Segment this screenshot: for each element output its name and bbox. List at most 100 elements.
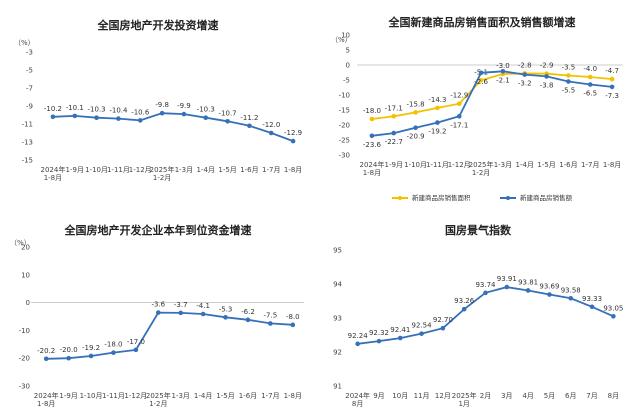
p2-series-0-line [371,72,613,120]
p4-series-0-point-4 [440,325,446,331]
p2-series-1-label-2: -20.9 [407,133,425,141]
p3-series-0-label-0: -20.2 [37,347,55,355]
p2-legend-marker-1 [506,196,510,200]
p4-series-0-label-1: 92.32 [369,329,389,337]
p4-series-0-label-8: 93.81 [518,278,538,286]
p2-series-1-label-8: -3.8 [540,81,554,89]
p4-y-tick-0: 95 [333,247,342,255]
p4-series-0-label-2: 92.41 [390,326,410,334]
p2-series-1-label-9: -5.5 [562,87,576,95]
p1-series-0-point-1 [72,113,78,119]
p3-x-tick-8: 1-5月 [216,392,234,400]
p2-x-tick-0: 2024年 1-8月 [360,160,385,177]
p3-series-0-label-5: -3.6 [151,301,165,309]
chart-sales: 全国新建商品房销售面积及销售额增速 （%） 10 5 0 -5 -10 -15 -20 -25 -3… [320,0,641,207]
p1-x-tick-5: 2025年 1-2月 [150,165,175,182]
p1-x-tick-11: 1-8月 [284,166,302,174]
p1-series-0-point-6 [181,111,187,117]
p4-series-0-point-0 [355,341,360,347]
p3-series-0-point-4 [133,347,139,353]
p2-x-tick-5: 2025年 1-2月 [469,160,494,177]
p3-series-0-label-7: -4.1 [196,302,210,310]
p4-series-0-point-6 [483,290,488,296]
p1-series-0-point-3 [116,116,121,121]
p2-y-tick-6: -20 [339,122,350,130]
p2-series-1-label-1: -22.7 [385,138,403,146]
p2-series-0-point-3 [435,105,440,111]
p2-series-0-point-2 [413,110,418,115]
p4-series-0-point-10 [568,295,574,301]
p2-series-1-label-3: -19.2 [428,128,446,136]
p1-y-tick-3: -9 [26,103,33,111]
p2-series-0-point-5 [478,78,484,83]
p2-series-1-label-4: -17.1 [450,121,468,129]
p3-x-tick-1: 1-9月 [59,392,77,400]
p1-series-0-label-2: -10.3 [88,106,106,114]
p2-series-0-label-6: -3.0 [496,62,510,70]
p3-series-0-point-11 [290,322,296,328]
p2-y-tick-1: 5 [346,47,350,55]
p2-chart-title: 全国新建商品房销售面积及销售额增速 [388,15,576,29]
p4-series-0-label-3: 92.54 [412,322,433,330]
p2-series-1-label-5: -2.6 [474,78,488,86]
p3-series-0-point-0 [43,356,49,362]
p4-series-0-label-5: 93.26 [454,297,475,305]
p4-series-0-point-12 [611,314,616,319]
p2-series-0-label-11: -4.7 [605,67,619,75]
p1-x-tick-1: 1-9月 [66,166,84,174]
p1-series-0-label-8: -10.7 [219,109,237,117]
chart-svg-sales: 全国新建商品房销售面积及销售额增速 （%）10 5 0 -5 -10 -15 -20 -25 -3… [331,15,623,202]
p1-series-0-label-7: -10.3 [197,106,215,114]
p3-series-0-point-7 [200,311,206,317]
p3-x-tick-5: 2025年 1-2月 [146,391,171,408]
p3-y-tick-4: -20 [19,355,30,363]
p3-x-tick-7: 1-4月 [194,392,212,400]
p3-chart-title: 全国房地产开发企业本年到位资金增速 [64,223,252,237]
p4-y-tick-2: 93 [333,315,342,323]
p1-y-tick-2: -7 [26,85,33,93]
p1-series-0-label-11: -12.9 [284,129,302,137]
p2-series-1-point-8 [544,74,549,79]
p1-x-tick-6: 1-3月 [175,166,193,174]
p2-x-tick-4: 1-12月 [448,161,471,169]
p1-series-0-point-8 [225,119,230,124]
p3-x-tick-9: 1-6月 [239,392,257,400]
p1-series-0-point-4 [137,118,143,123]
chart-svg-funding: 全国房地产开发企业本年到位资金增速 （%）20 10 0 -10 -20 -30 2024年 1… [10,223,304,408]
p4-x-tick-0: 2024年 8月 [345,391,370,408]
p4-series-0-point-8 [525,288,531,293]
p4-chart-title: 国房景气指数 [445,223,512,237]
p1-x-tick-8: 1-5月 [218,166,236,174]
p2-legend-marker-0 [398,196,402,200]
p3-series-0-point-1 [66,355,71,361]
p2-x-tick-11: 1-8月 [603,161,621,169]
p1-series-0-label-5: -9.8 [155,101,169,109]
p4-series-0-label-9: 93.69 [539,283,559,291]
p4-series-0-point-11 [589,304,595,310]
p4-x-tick-12: 8月 [608,392,619,400]
p2-series-0-label-7: -2.8 [518,61,532,69]
p3-series-0-point-8 [223,315,228,320]
p3-x-tick-10: 1-7月 [261,392,279,400]
p2-legend-label-1: 新建商品房销售额 [520,193,573,202]
p4-x-tick-4: 12月 [435,392,451,400]
p2-series-0-label-8: -2.9 [540,62,554,70]
p2-x-tick-3: 1-11月 [426,161,449,169]
p4-series-0-label-6: 93.74 [475,281,496,289]
p1-x-tick-2: 1-10月 [85,166,108,174]
p2-series-0-label-3: -14.3 [428,96,446,104]
p1-series-0-label-4: -10.6 [131,108,150,116]
p1-series-0-line [52,112,294,142]
p1-x-tick-0: 2024年 1-8月 [41,165,66,182]
p2-series-0-label-4: -12.9 [450,92,468,100]
p2-x-tick-10: 1-7月 [581,161,599,169]
p2-series-1-point-10 [587,82,593,87]
p2-legend-label-0: 新建商品房销售面积 [412,193,471,202]
p4-series-0-point-3 [419,331,424,336]
p3-series-0-point-10 [268,321,273,326]
p2-y-tick-0: 10 [341,32,350,40]
chart-funding: 全国房地产开发企业本年到位资金增速 （%） 20 10 0 -10 -20 -30 2024年 1… [0,207,320,414]
p1-y-tick-6: -15 [22,157,33,165]
p1-x-tick-3: 1-11月 [107,166,130,174]
